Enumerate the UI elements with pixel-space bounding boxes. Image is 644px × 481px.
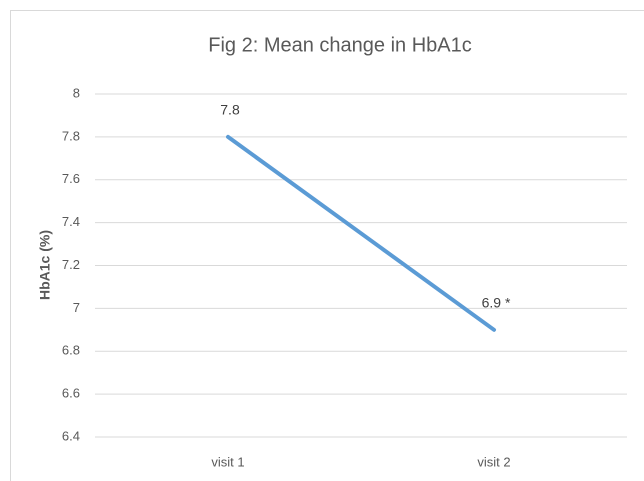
y-tick-label: 7.4 — [62, 214, 80, 229]
y-tick-label: 6.8 — [62, 343, 80, 358]
y-tick-label: 6.6 — [62, 386, 80, 401]
x-tick-label: visit 2 — [477, 454, 510, 469]
y-tick-label: 6.4 — [62, 428, 80, 443]
y-tick-label: 8 — [73, 85, 80, 100]
chart-title: Fig 2: Mean change in HbA1c — [208, 34, 472, 56]
data-label: 6.9 * — [482, 295, 511, 311]
chart-border — [10, 10, 644, 481]
y-axis-label: HbA1c (%) — [37, 230, 53, 300]
y-tick-label: 7.8 — [62, 128, 80, 143]
y-tick-label: 7.6 — [62, 171, 80, 186]
x-tick-label: visit 1 — [211, 454, 244, 469]
series-line — [226, 134, 496, 332]
y-tick-label: 7.2 — [62, 257, 80, 272]
y-tick-label: 7 — [73, 300, 80, 315]
data-label: 7.8 — [220, 102, 240, 118]
